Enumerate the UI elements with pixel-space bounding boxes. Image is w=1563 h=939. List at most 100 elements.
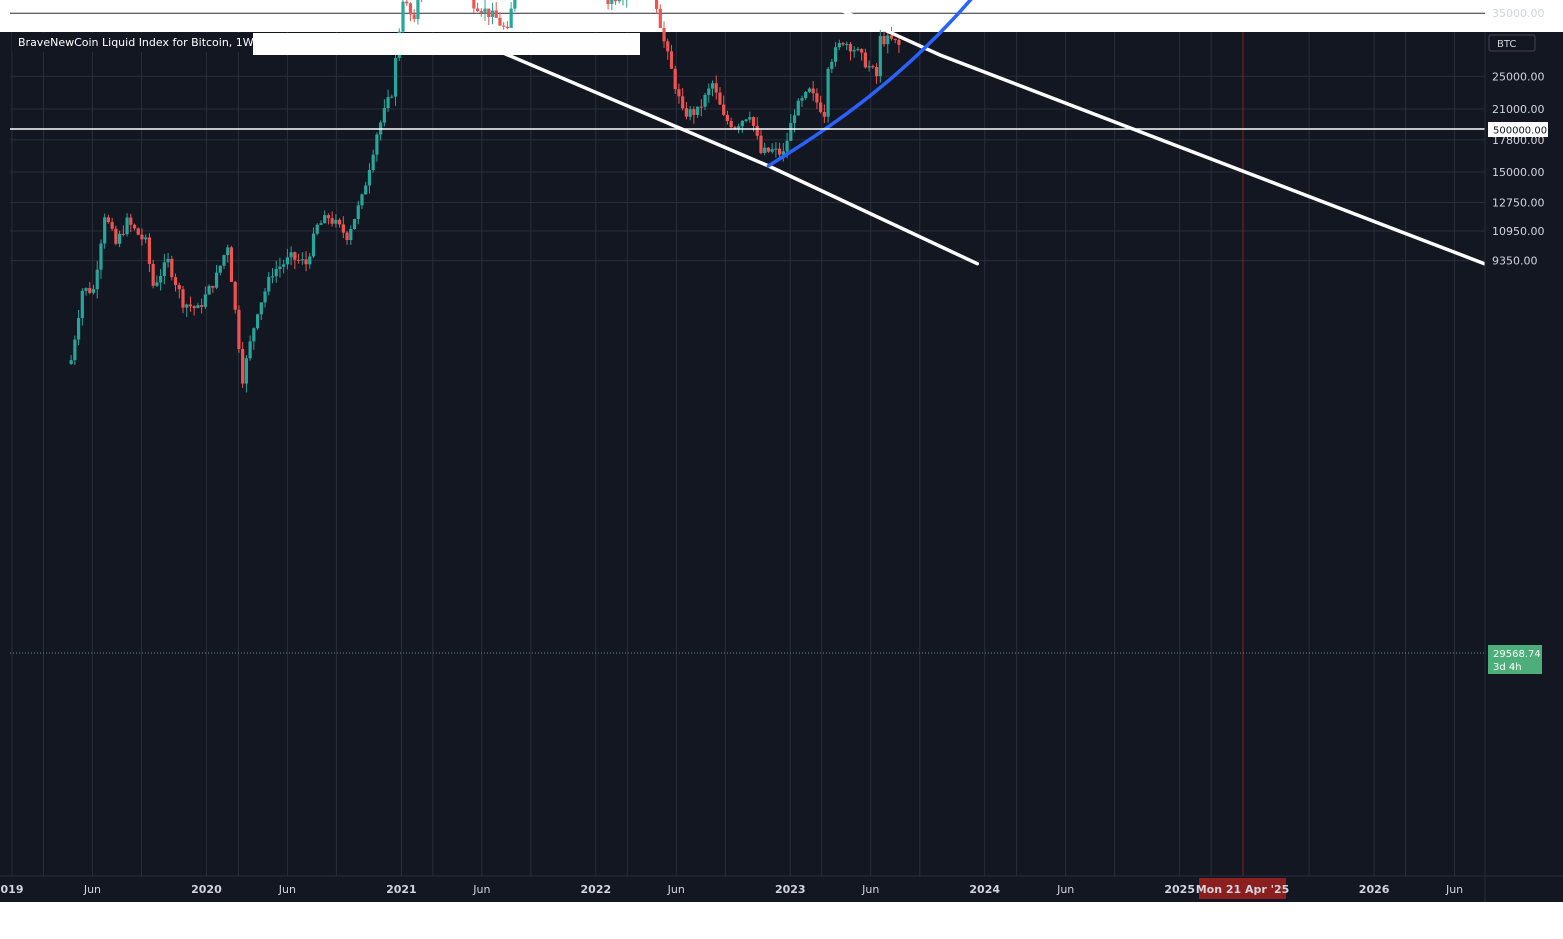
price-tick-label: 12750.00 <box>1492 196 1545 209</box>
time-tick-label: Jun <box>1445 883 1463 896</box>
page-background-top <box>0 0 1563 32</box>
candle-body <box>509 8 513 28</box>
candle-body <box>203 294 207 307</box>
last-price-label: 29568.74 <box>1493 649 1541 660</box>
candle-body <box>352 219 357 230</box>
candle-body <box>338 219 342 225</box>
time-tick-label: 2025 <box>1164 883 1195 896</box>
candle-body <box>155 282 159 286</box>
date-marker-tag: Mon 21 Apr '25 <box>1196 878 1289 899</box>
time-tick-label: Jun <box>472 883 490 896</box>
candle-body <box>654 0 659 9</box>
candle-body <box>296 259 301 261</box>
candle-body <box>125 217 129 235</box>
candle-body <box>860 48 864 53</box>
candle-body <box>412 14 416 20</box>
channel-upper-line[interactable] <box>567 0 1487 266</box>
candle-body <box>852 50 856 52</box>
candle-body <box>110 222 114 229</box>
candle-body <box>334 219 338 224</box>
candle-body <box>140 234 144 240</box>
candle-body <box>889 35 894 39</box>
candle-body <box>218 265 222 273</box>
candle-body <box>897 39 901 45</box>
candle-body <box>393 58 398 97</box>
candle-body <box>207 285 211 295</box>
currency-label: BTC <box>1497 39 1516 50</box>
candle-body <box>185 304 189 308</box>
price-scale-background <box>1485 32 1563 902</box>
time-tick-label: Jun <box>83 883 101 896</box>
parabolic-curve[interactable] <box>766 0 1238 168</box>
candle-body <box>811 88 815 94</box>
target-price-label: 500000.00 <box>1493 126 1547 137</box>
candle-body <box>364 185 368 195</box>
candle-body <box>882 36 886 45</box>
candle-body <box>80 290 84 319</box>
candle-body <box>472 0 476 9</box>
vertical-gridlines <box>11 32 1456 876</box>
candle-body <box>837 43 841 48</box>
candle-body <box>703 94 707 107</box>
price-tick-label: 35000.00 <box>1492 7 1545 20</box>
candle-body <box>252 328 256 342</box>
candle-body <box>681 96 685 109</box>
time-tick-label: Jun <box>278 883 296 896</box>
chart-background <box>0 32 1563 902</box>
price-tick-label: 17800.00 <box>1492 134 1545 147</box>
chart-legend: BraveNewCoin Liquid Index for Bitcoin, 1… <box>12 33 640 55</box>
price-tick-label: 10950.00 <box>1492 225 1545 238</box>
candle-body <box>248 341 252 359</box>
price-tick-label: 21000.00 <box>1492 103 1545 116</box>
time-tick-label: 2023 <box>775 883 806 896</box>
candle-body <box>826 68 830 117</box>
candle-body <box>304 259 308 265</box>
horizontal-gridlines <box>10 12 1485 262</box>
currency-label-box[interactable]: BTC <box>1488 34 1536 52</box>
candle-body <box>159 276 163 283</box>
candle-body <box>326 215 331 219</box>
candle-body <box>606 0 610 5</box>
candle-body <box>293 252 297 260</box>
time-tick-label: 2020 <box>191 883 222 896</box>
candlesticks <box>69 0 901 393</box>
candle-body <box>162 262 166 277</box>
candle-body <box>740 120 744 127</box>
candle-body <box>707 88 711 95</box>
time-tick-label: 2021 <box>386 883 417 896</box>
candle-body <box>76 318 81 340</box>
candle-body <box>833 47 838 62</box>
candle-body <box>733 127 737 129</box>
candle-body <box>785 140 789 152</box>
candle-body <box>800 98 804 101</box>
candle-body <box>289 252 293 258</box>
candle-body <box>263 291 267 303</box>
time-axis-ticks: 019 Jun 2020 Jun 2021 Jun 2022 Jun 2023 Jun 2024 Ju… <box>1 883 1464 896</box>
candle-body <box>114 228 118 244</box>
candle-body <box>282 264 286 267</box>
candle-body <box>360 194 364 206</box>
candle-body <box>229 247 234 282</box>
candle-body <box>807 88 812 92</box>
candle-body <box>699 106 703 108</box>
candle-body <box>725 114 730 121</box>
candle-body <box>192 306 196 309</box>
candle-body <box>893 38 897 40</box>
candle-body <box>483 8 487 13</box>
candle-body <box>874 67 879 77</box>
candle-body <box>311 233 316 257</box>
candle-body <box>871 66 875 68</box>
candle-body <box>200 305 204 307</box>
candle-body <box>285 257 290 265</box>
candle-body <box>91 289 96 293</box>
candle-body <box>106 217 111 223</box>
candle-body <box>688 109 692 117</box>
candle-body <box>222 255 226 266</box>
candle-body <box>759 135 763 154</box>
candle-body <box>173 277 178 286</box>
candle-body <box>308 256 312 265</box>
candle-body <box>778 148 782 155</box>
time-tick-label: Jun <box>667 883 685 896</box>
candle-body <box>401 1 405 32</box>
